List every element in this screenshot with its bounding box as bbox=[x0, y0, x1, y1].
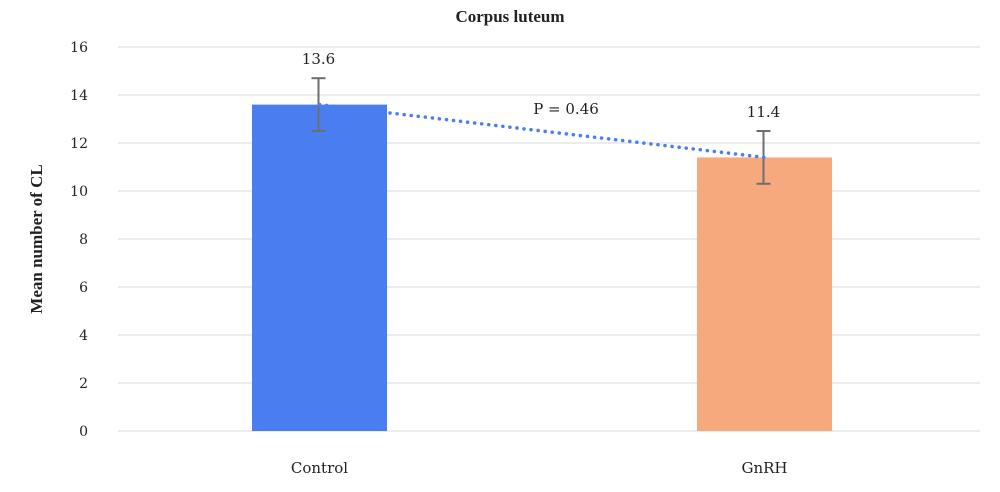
x-tick-labels: Control GnRH bbox=[291, 459, 788, 477]
y-tick-label: 12 bbox=[70, 136, 88, 152]
y-tick-label: 8 bbox=[79, 232, 88, 248]
y-tick-label: 4 bbox=[79, 328, 88, 344]
bars bbox=[252, 104, 832, 431]
chart-title: Corpus luteum bbox=[455, 7, 564, 26]
y-tick-label: 10 bbox=[70, 184, 88, 200]
bar-control bbox=[252, 104, 387, 431]
y-tick-label: 16 bbox=[70, 40, 88, 56]
x-tick-label: GnRH bbox=[741, 459, 787, 477]
bar-gnrh bbox=[697, 157, 832, 431]
y-axis-label: Mean number of CL bbox=[27, 164, 46, 313]
y-tick-label: 6 bbox=[79, 280, 88, 296]
p-value-annotation: P = 0.46 bbox=[533, 100, 599, 118]
data-label: 13.6 bbox=[302, 50, 335, 68]
x-tick-label: Control bbox=[291, 459, 348, 477]
data-labels: 13.6 11.4 bbox=[302, 50, 780, 121]
y-tick-label: 0 bbox=[79, 424, 88, 440]
data-label: 11.4 bbox=[747, 103, 780, 121]
y-tick-label: 2 bbox=[79, 376, 88, 392]
y-tick-label: 14 bbox=[70, 88, 88, 104]
y-tick-labels: 0 2 4 6 8 10 12 14 16 bbox=[70, 40, 88, 440]
